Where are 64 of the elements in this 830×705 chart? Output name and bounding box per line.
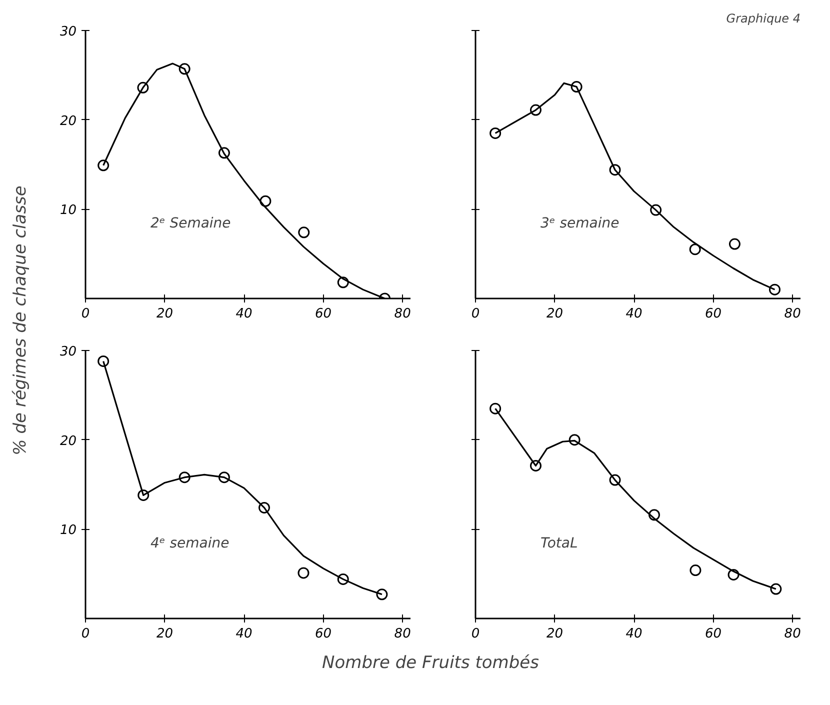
annotation: 2ᵉ Semaine xyxy=(150,216,231,232)
x-tick-label: 20 xyxy=(546,306,564,322)
x-axis-title: Nombre de Fruits tombés xyxy=(322,653,540,673)
x-tick-label: 60 xyxy=(705,626,722,642)
x-tick-label: 60 xyxy=(315,306,332,322)
point xyxy=(218,147,230,159)
y-tick-label: 30 xyxy=(60,344,77,360)
point xyxy=(690,564,702,576)
point xyxy=(298,567,310,579)
point xyxy=(609,164,621,176)
point xyxy=(768,284,780,296)
point xyxy=(728,568,740,580)
x-tick-label: 20 xyxy=(156,626,174,642)
y-axis-title: % de régimes de chaque classe xyxy=(10,186,30,456)
point xyxy=(178,472,190,484)
y-tick-label: 30 xyxy=(60,24,77,40)
point xyxy=(650,204,662,216)
x-tick-label: 80 xyxy=(784,306,801,322)
x-tick-label: 60 xyxy=(705,306,722,322)
x-tick-label: 80 xyxy=(394,626,411,642)
x-tick-label: 60 xyxy=(315,626,332,642)
point xyxy=(568,434,580,446)
point xyxy=(137,82,149,94)
point xyxy=(689,244,701,256)
point xyxy=(218,472,230,484)
point xyxy=(260,195,272,207)
y-tick-label: 10 xyxy=(60,203,77,218)
x-tick-label: 20 xyxy=(546,626,564,642)
point xyxy=(98,160,110,172)
x-tick-label: 80 xyxy=(394,306,411,322)
x-tick-label: 40 xyxy=(626,626,642,642)
point xyxy=(490,127,502,139)
point xyxy=(490,402,502,414)
point xyxy=(337,276,349,288)
y-tick-label: 20 xyxy=(60,434,77,449)
y-tick-label: 10 xyxy=(60,523,77,538)
x-tick-label: 0 xyxy=(471,626,480,642)
x-tick-label: 0 xyxy=(81,626,90,642)
point xyxy=(570,81,582,93)
annotation: 4ᵉ semaine xyxy=(150,536,230,552)
y-tick-label: 20 xyxy=(60,114,77,129)
point xyxy=(178,63,190,75)
x-tick-label: 0 xyxy=(81,306,90,322)
x-tick-label: 40 xyxy=(236,626,252,642)
x-tick-label: 40 xyxy=(236,306,252,322)
x-tick-label: 80 xyxy=(784,626,801,642)
point xyxy=(530,460,542,472)
chart-title: Graphique 4 xyxy=(726,12,801,26)
point xyxy=(298,226,310,238)
x-tick-label: 40 xyxy=(626,306,642,322)
point xyxy=(98,355,110,367)
annotation: TotaL xyxy=(540,536,578,552)
x-tick-label: 0 xyxy=(471,306,480,322)
annotation: 3ᵉ semaine xyxy=(540,216,620,232)
point xyxy=(728,238,740,250)
point xyxy=(530,104,542,116)
x-tick-label: 20 xyxy=(156,306,174,322)
point xyxy=(337,573,349,585)
point xyxy=(376,588,388,600)
point xyxy=(648,509,660,521)
point xyxy=(138,489,150,501)
point xyxy=(770,583,782,595)
point xyxy=(258,502,270,514)
point xyxy=(609,474,621,486)
